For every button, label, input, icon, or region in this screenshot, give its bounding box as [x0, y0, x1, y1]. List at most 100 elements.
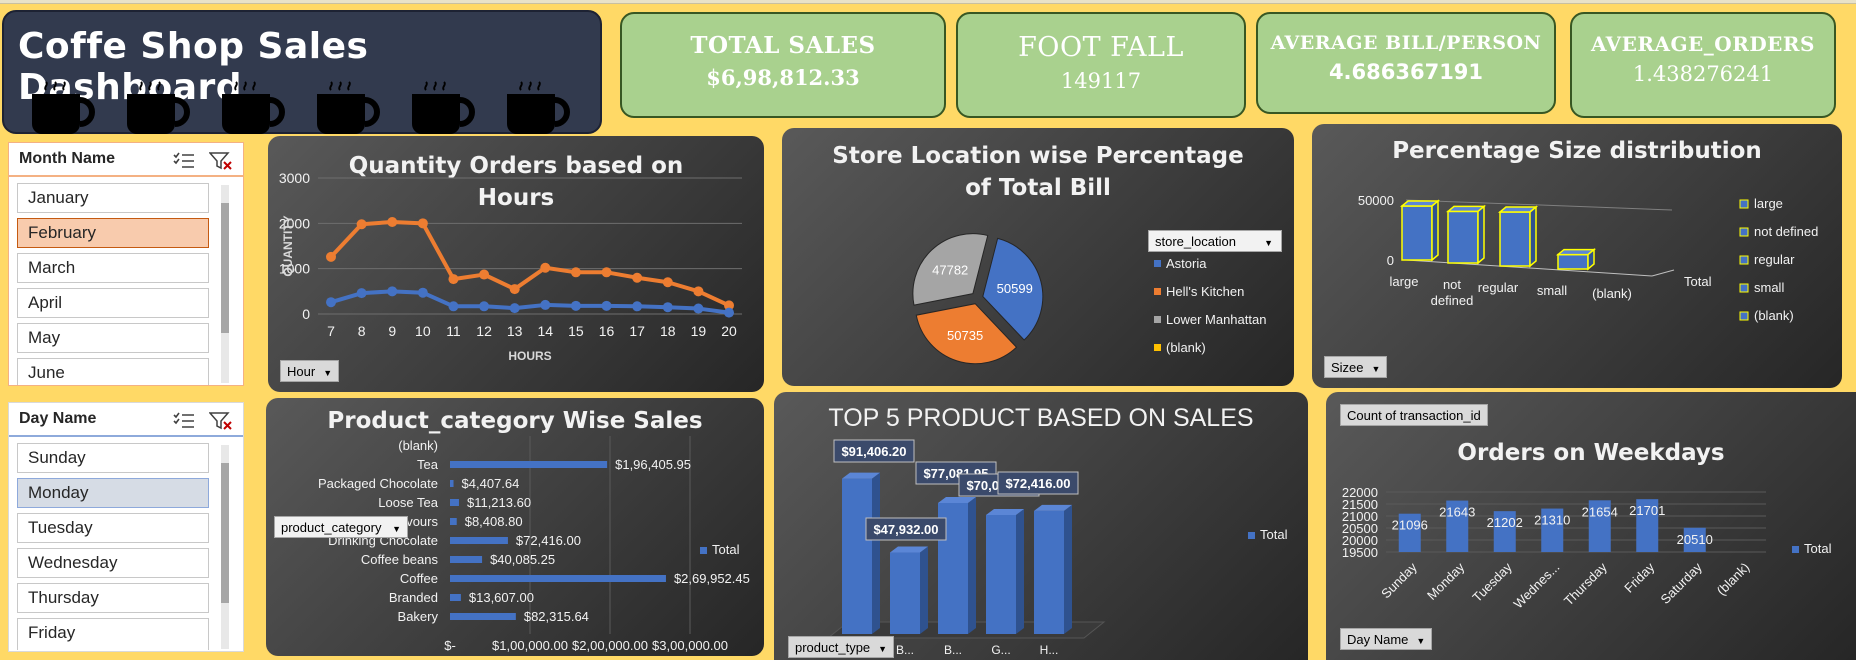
x-tick-label: B... [896, 643, 914, 657]
kpi-label: FOOT FALL [1018, 32, 1184, 63]
top5-bar [842, 478, 872, 634]
data-label-box [865, 517, 947, 541]
slicer-item-monday[interactable]: Monday [17, 478, 209, 508]
legend-label: Total [1260, 527, 1288, 542]
slicer-item-friday[interactable]: Friday [17, 618, 209, 650]
y-tick-label: 20500 [1342, 521, 1378, 536]
size-bar-side [1587, 247, 1595, 271]
top5-bar-side [920, 546, 928, 634]
legend-label: Hell's Kitchen [1166, 284, 1244, 299]
legend-swatch [1739, 227, 1749, 237]
sheet-grid-strip [0, 0, 1856, 4]
slicer-item-may[interactable]: May [17, 323, 209, 353]
kpi-label: TOTAL SALES [690, 32, 876, 59]
x-tick-label: 9 [388, 323, 396, 339]
legend-label: (blank) [1166, 340, 1206, 355]
x-tick-label: Wednes... [1511, 560, 1563, 612]
kpi-value: 149117 [1060, 69, 1142, 93]
slicer-item-february[interactable]: February [17, 218, 209, 248]
x-axis-title: HOURS [508, 349, 551, 363]
category-bar [450, 499, 459, 506]
field-button-label: Hour [287, 364, 316, 379]
kpi-foot-fall: FOOT FALL 149117 [956, 12, 1246, 118]
kpi-total-sales: TOTAL SALES $6,98,812.33 [620, 12, 946, 118]
data-label: $8,408.80 [465, 514, 523, 529]
slicer-scroll-thumb[interactable] [221, 203, 229, 333]
x-tick-label: 7 [327, 323, 335, 339]
size-field-button[interactable]: Sizee ▼ [1324, 356, 1388, 378]
hour-field-button[interactable]: Hour ▼ [280, 360, 340, 382]
count-transaction-field-button[interactable]: Count of transaction_id [1340, 404, 1488, 426]
top5-bar [890, 552, 920, 634]
dashboard-title-panel: Coffe Shop Sales Dashboard [2, 10, 602, 134]
series-line [329, 219, 730, 308]
top5-bar-side [1016, 508, 1024, 634]
top5-bar [986, 514, 1016, 634]
x-tick-label: 15 [568, 323, 584, 339]
coffee-cup-icon [412, 81, 475, 134]
data-point [387, 286, 398, 297]
slicer-item-thursday[interactable]: Thursday [17, 583, 209, 613]
pie-slice [982, 237, 1044, 341]
slicer-item-january[interactable]: January [17, 183, 209, 213]
dashboard-title: Coffe Shop Sales Dashboard [18, 26, 369, 108]
x-tick-label: small [1537, 283, 1567, 298]
slicer-item-wednesday[interactable]: Wednesday [17, 548, 209, 578]
x-tick-label: 16 [599, 323, 615, 339]
top5-bar-top [938, 496, 976, 503]
product-type-field-button[interactable]: product_type ▼ [788, 636, 895, 658]
day-name-field-button[interactable]: Day Name ▼ [1340, 628, 1433, 650]
y-tick-label: Tea [417, 457, 439, 472]
data-label: $40,085.25 [490, 552, 555, 567]
kpi-label: AVERAGE_ORDERS [1591, 32, 1815, 56]
slicer-item-tuesday[interactable]: Tuesday [17, 513, 209, 543]
y-tick-label: Bakery [398, 609, 439, 624]
y-tick-label: Coffee [400, 571, 438, 586]
x-tick-label: 18 [660, 323, 676, 339]
y-tick-label: 3000 [279, 170, 310, 186]
kpi-value: 4.686367191 [1328, 60, 1484, 84]
y-tick-label: 20000 [1342, 533, 1378, 548]
x-tick-label: Sunday [1378, 559, 1420, 601]
data-label: 21643 [1439, 505, 1475, 520]
data-label: 21654 [1582, 504, 1618, 519]
x-tick-label: 12 [476, 323, 492, 339]
data-label-box [997, 471, 1079, 495]
x-tick-label: 14 [538, 323, 554, 339]
clear-filter-icon[interactable] [209, 151, 233, 171]
slicer-item-april[interactable]: April [17, 288, 209, 318]
data-label: 20510 [1677, 532, 1713, 547]
product-category-field-button[interactable]: product_category ▼ [274, 516, 408, 538]
slicer-item-march[interactable]: March [17, 253, 209, 283]
x-tick-label: Tuesday [1469, 559, 1515, 605]
size-bar [1447, 210, 1479, 264]
data-label: $47,932.00 [873, 522, 938, 537]
data-point [601, 267, 612, 278]
coffee-cup-icon [222, 81, 285, 134]
legend-label: Total [712, 542, 740, 557]
data-point [662, 302, 673, 313]
size-bar [1499, 211, 1531, 267]
slicer-item-sunday[interactable]: Sunday [17, 443, 209, 473]
data-point [479, 269, 490, 280]
data-point [570, 300, 581, 311]
data-label: 21096 [1392, 518, 1428, 533]
x-tick-label: 8 [358, 323, 366, 339]
month-slicer: Month Name January February March April … [8, 142, 244, 386]
category-bar [450, 480, 454, 487]
multi-select-icon[interactable] [173, 411, 195, 431]
multi-select-icon[interactable] [173, 151, 195, 171]
data-label: $82,315.64 [524, 609, 589, 624]
slicer-scroll-thumb[interactable] [221, 463, 229, 603]
slicer-item-june[interactable]: June [17, 358, 209, 385]
store-location-field-button[interactable]: store_location ▼ [1148, 230, 1282, 252]
pie-slice [912, 233, 989, 306]
clear-filter-icon[interactable] [209, 411, 233, 431]
x-tick-label: B... [944, 643, 962, 657]
field-button-label: product_type [795, 640, 871, 655]
coffee-cup-icon [127, 81, 190, 134]
x-tick-label: 10 [415, 323, 431, 339]
chart-title: Quantity Orders based on Hours [348, 153, 684, 211]
store-pie-chart: 50599 50735 47782 Astoria Hell's Kitchen Lowe… [912, 233, 1266, 365]
category-bar-chart: $- $1,00,000.00 $2,00,000.00 $3,00,000.00 (b… [318, 436, 750, 653]
